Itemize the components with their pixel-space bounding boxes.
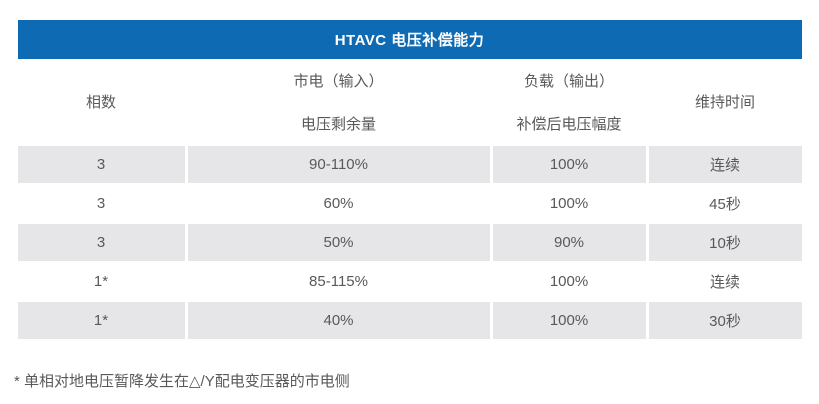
cell-hold-time: 45秒 <box>648 185 802 224</box>
footnote: * 单相对地电压暂降发生在△/Y配电变压器的市电侧 <box>14 373 350 390</box>
cell-output-voltage: 100% <box>492 302 649 341</box>
cell-phase: 3 <box>17 224 188 263</box>
column-header-phase: 相数 <box>18 59 188 146</box>
column-header-line: 市电（输入） <box>293 72 384 90</box>
table-row: 3 60% 100% 45秒 <box>17 185 802 224</box>
cell-input-voltage: 40% <box>187 302 493 341</box>
table-row: 3 90-110% 100% 连续 <box>17 146 802 185</box>
cell-hold-time: 连续 <box>648 263 802 302</box>
cell-hold-time: 30秒 <box>648 302 802 341</box>
cell-input-voltage: 85-115% <box>187 263 493 302</box>
column-header-line: 电压剩余量 <box>300 115 376 133</box>
table-title: HTAVC 电压补偿能力 <box>334 32 485 49</box>
htavc-capability-table: HTAVC 电压补偿能力 相数 市电（输入） 电压剩余量 负载（输出） 补偿后电… <box>17 20 802 341</box>
table-title-bar: HTAVC 电压补偿能力 <box>17 20 802 59</box>
table-header-row: 相数 市电（输入） 电压剩余量 负载（输出） 补偿后电压幅度 维持时间 <box>17 59 802 146</box>
cell-hold-time: 连续 <box>648 146 802 185</box>
column-header-mains-input: 市电（输入） 电压剩余量 <box>188 59 493 146</box>
cell-output-voltage: 100% <box>492 263 649 302</box>
cell-phase: 3 <box>17 146 188 185</box>
column-header-load-output: 负载（输出） 补偿后电压幅度 <box>493 59 649 146</box>
cell-phase: 1* <box>17 263 188 302</box>
table-row: 1* 40% 100% 30秒 <box>17 302 802 341</box>
cell-input-voltage: 60% <box>187 185 493 224</box>
table-row: 1* 85-115% 100% 连续 <box>17 263 802 302</box>
column-header-line: 相数 <box>85 94 116 111</box>
column-header-line: 负载（输出） <box>523 72 614 90</box>
column-header-line: 维持时间 <box>694 94 755 111</box>
cell-output-voltage: 100% <box>492 185 649 224</box>
cell-output-voltage: 100% <box>492 146 649 185</box>
cell-output-voltage: 90% <box>492 224 649 263</box>
column-header-hold-time: 维持时间 <box>649 59 802 146</box>
column-header-line: 补偿后电压幅度 <box>516 115 622 133</box>
cell-input-voltage: 90-110% <box>187 146 493 185</box>
cell-phase: 3 <box>17 185 188 224</box>
cell-phase: 1* <box>17 302 188 341</box>
cell-input-voltage: 50% <box>187 224 493 263</box>
table-row: 3 50% 90% 10秒 <box>17 224 802 263</box>
cell-hold-time: 10秒 <box>648 224 802 263</box>
